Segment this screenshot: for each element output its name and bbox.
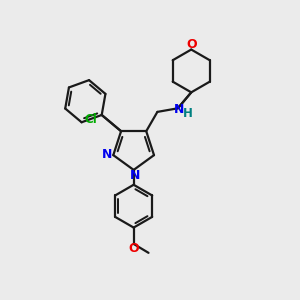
Text: N: N	[174, 103, 184, 116]
Text: N: N	[102, 148, 112, 161]
Text: Cl: Cl	[85, 113, 98, 126]
Text: H: H	[182, 107, 192, 120]
Text: O: O	[186, 38, 196, 51]
Text: N: N	[130, 169, 141, 182]
Text: O: O	[128, 242, 139, 256]
